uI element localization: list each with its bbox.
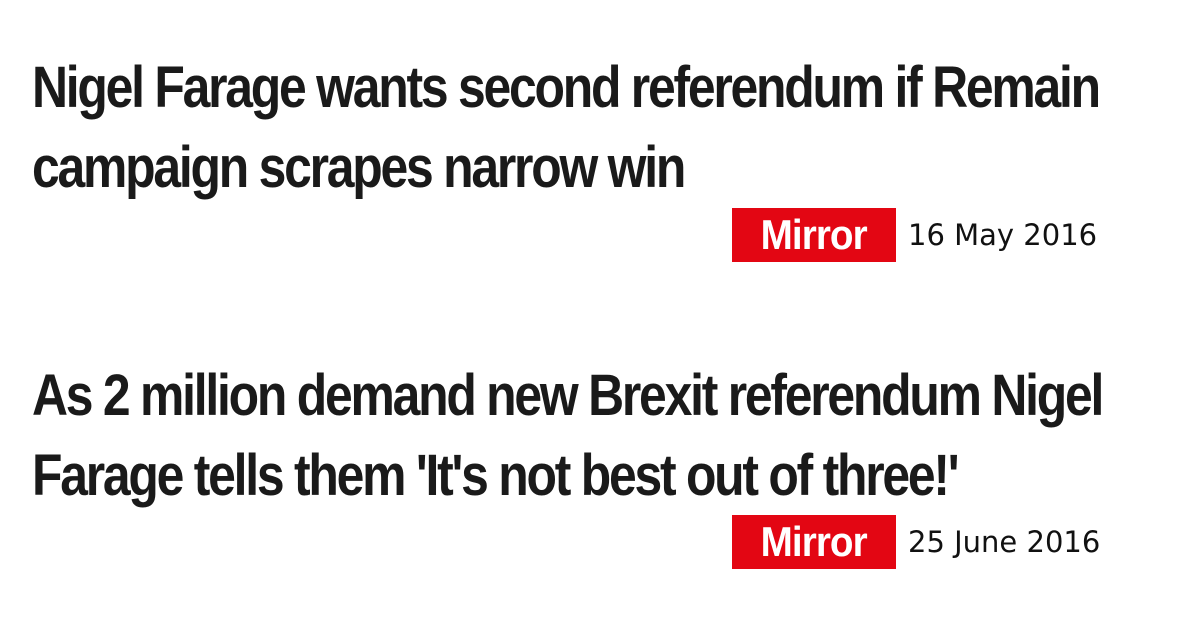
- headline-farage-best-out-of-three: As 2 million demand new Brexit referendu…: [32, 363, 1104, 508]
- mirror-logo: Mirror: [732, 208, 896, 262]
- mirror-logo-text: Mirror: [760, 518, 868, 565]
- article-date: 25 June 2016: [908, 524, 1101, 559]
- mirror-logo-text: Mirror: [760, 211, 868, 258]
- article-source-1: Mirror 16 May 2016: [732, 208, 1097, 262]
- headline-farage-second-referendum: Nigel Farage wants second referendum if …: [32, 55, 1101, 200]
- article-source-2: Mirror 25 June 2016: [732, 515, 1100, 569]
- mirror-logo: Mirror: [732, 515, 896, 569]
- article-date: 16 May 2016: [908, 217, 1098, 252]
